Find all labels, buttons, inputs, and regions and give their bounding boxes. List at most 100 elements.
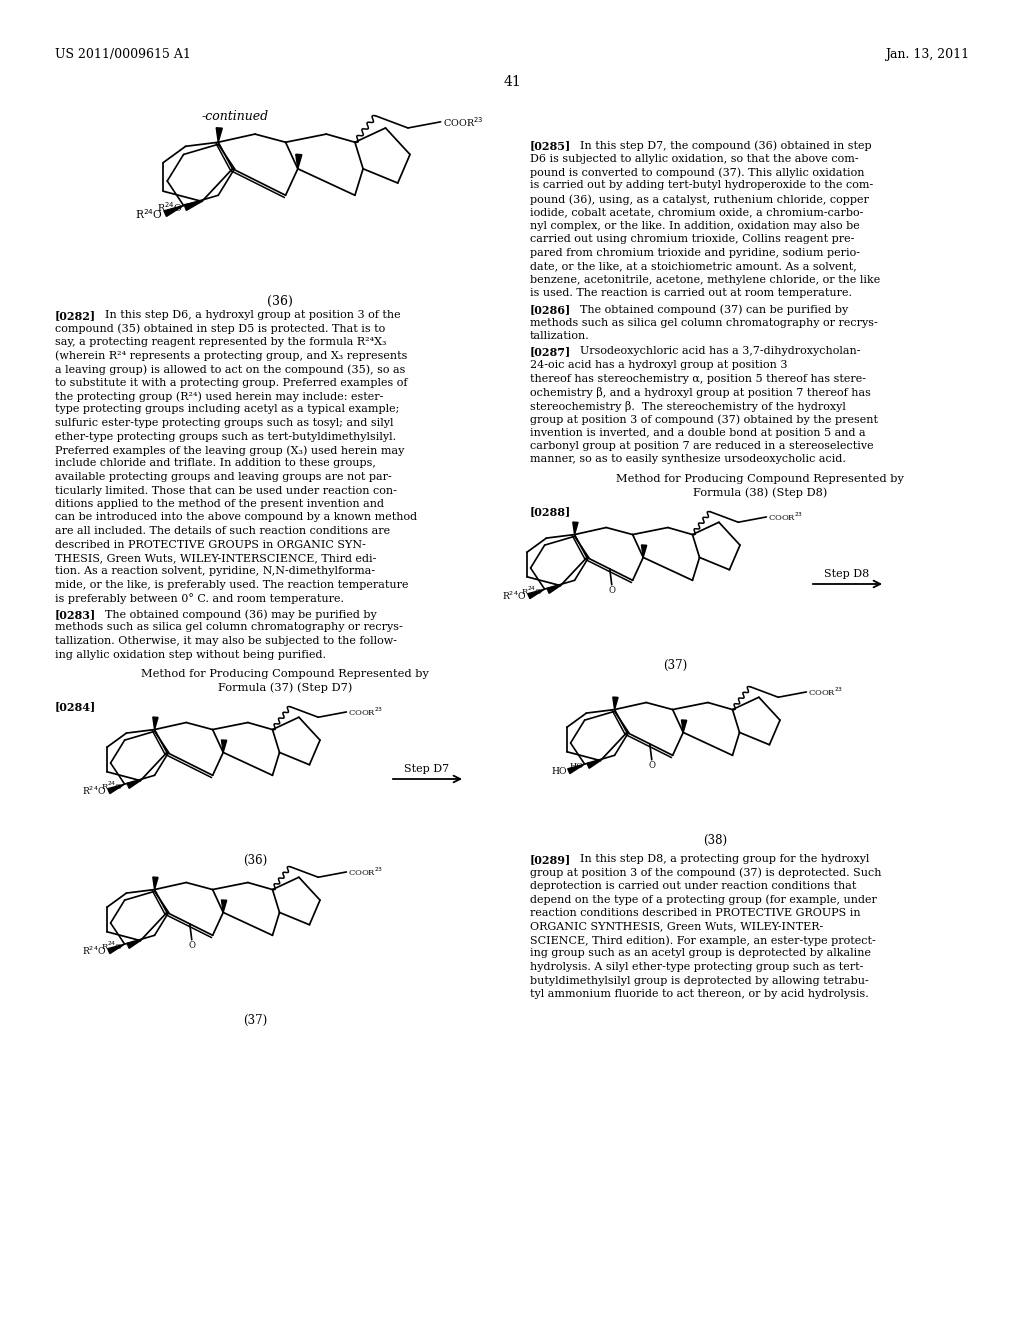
Text: Method for Producing Compound Represented by: Method for Producing Compound Represente… xyxy=(616,474,904,484)
Text: [0289]: [0289] xyxy=(530,854,571,865)
Text: In this step D6, a hydroxyl group at position 3 of the: In this step D6, a hydroxyl group at pos… xyxy=(105,310,400,319)
Text: ochemistry β, and a hydroxyl group at position 7 thereof has: ochemistry β, and a hydroxyl group at po… xyxy=(530,387,870,399)
Text: compound (35) obtained in step D5 is protected. That is to: compound (35) obtained in step D5 is pro… xyxy=(55,323,385,334)
Text: Ursodeoxychloric acid has a 3,7-dihydroxycholan-: Ursodeoxychloric acid has a 3,7-dihydrox… xyxy=(580,346,860,356)
Text: date, or the like, at a stoichiometric amount. As a solvent,: date, or the like, at a stoichiometric a… xyxy=(530,261,857,272)
Text: In this step D7, the compound (36) obtained in step: In this step D7, the compound (36) obtai… xyxy=(580,140,871,150)
Text: manner, so as to easily synthesize ursodeoxycholic acid.: manner, so as to easily synthesize ursod… xyxy=(530,454,846,465)
Text: reaction conditions described in PROTECTIVE GROUPS in: reaction conditions described in PROTECT… xyxy=(530,908,860,917)
Text: methods such as silica gel column chromatography or recrys-: methods such as silica gel column chroma… xyxy=(530,318,878,327)
Text: sulfuric ester-type protecting groups such as tosyl; and silyl: sulfuric ester-type protecting groups su… xyxy=(55,418,393,428)
Polygon shape xyxy=(164,206,183,216)
Polygon shape xyxy=(527,589,545,598)
Text: nyl complex, or the like. In addition, oxidation may also be: nyl complex, or the like. In addition, o… xyxy=(530,220,860,231)
Polygon shape xyxy=(547,586,560,593)
Text: tallization.: tallization. xyxy=(530,331,590,341)
Text: tyl ammonium fluoride to act thereon, or by acid hydrolysis.: tyl ammonium fluoride to act thereon, or… xyxy=(530,989,868,999)
Text: [0287]: [0287] xyxy=(530,346,571,358)
Text: invention is inverted, and a double bond at position 5 and a: invention is inverted, and a double bond… xyxy=(530,428,865,437)
Text: thereof has stereochemistry α, position 5 thereof has stere-: thereof has stereochemistry α, position … xyxy=(530,374,866,384)
Text: a leaving group) is allowed to act on the compound (35), so as: a leaving group) is allowed to act on th… xyxy=(55,364,406,375)
Polygon shape xyxy=(127,941,140,948)
Text: The obtained compound (37) can be purified by: The obtained compound (37) can be purifi… xyxy=(580,304,848,314)
Text: COOR$^{23}$: COOR$^{23}$ xyxy=(808,686,844,698)
Text: R$^{24}$O: R$^{24}$O xyxy=(83,945,106,957)
Text: R$^{24}$O: R$^{24}$O xyxy=(83,785,106,797)
Text: tallization. Otherwise, it may also be subjected to the follow-: tallization. Otherwise, it may also be s… xyxy=(55,636,397,645)
Text: pound (36), using, as a catalyst, ruthenium chloride, copper: pound (36), using, as a catalyst, ruthen… xyxy=(530,194,869,205)
Text: Step D8: Step D8 xyxy=(824,569,869,579)
Polygon shape xyxy=(153,717,158,730)
Text: (36): (36) xyxy=(267,294,293,308)
Polygon shape xyxy=(567,764,585,774)
Text: [0285]: [0285] xyxy=(530,140,571,150)
Text: O: O xyxy=(608,586,615,595)
Text: say, a protecting reagent represented by the formula R²⁴X₃: say, a protecting reagent represented by… xyxy=(55,337,386,347)
Text: R$^{24}$O: R$^{24}$O xyxy=(135,207,163,220)
Polygon shape xyxy=(127,780,140,788)
Text: (37): (37) xyxy=(243,1014,267,1027)
Polygon shape xyxy=(612,697,618,710)
Text: deprotection is carried out under reaction conditions that: deprotection is carried out under reacti… xyxy=(530,880,856,891)
Text: butyldimethylsilyl group is deprotected by allowing tetrabu-: butyldimethylsilyl group is deprotected … xyxy=(530,975,868,986)
Text: mide, or the like, is preferably used. The reaction temperature: mide, or the like, is preferably used. T… xyxy=(55,579,409,590)
Text: The obtained compound (36) may be purified by: The obtained compound (36) may be purifi… xyxy=(105,609,377,619)
Text: to substitute it with a protecting group. Preferred examples of: to substitute it with a protecting group… xyxy=(55,378,408,388)
Text: depend on the type of a protecting group (for example, under: depend on the type of a protecting group… xyxy=(530,895,877,906)
Text: include chloride and triflate. In addition to these groups,: include chloride and triflate. In additi… xyxy=(55,458,376,469)
Text: O: O xyxy=(648,762,655,771)
Text: ditions applied to the method of the present invention and: ditions applied to the method of the pre… xyxy=(55,499,384,510)
Text: [0283]: [0283] xyxy=(55,609,96,620)
Text: O: O xyxy=(188,941,196,950)
Text: group at position 3 of the compound (37) is deprotected. Such: group at position 3 of the compound (37)… xyxy=(530,867,882,878)
Text: D6 is subjected to allylic oxidation, so that the above com-: D6 is subjected to allylic oxidation, so… xyxy=(530,153,859,164)
Text: methods such as silica gel column chromatography or recrys-: methods such as silica gel column chroma… xyxy=(55,623,402,632)
Text: HO: HO xyxy=(569,762,584,770)
Text: [0284]: [0284] xyxy=(55,701,96,711)
Text: benzene, acetonitrile, acetone, methylene chloride, or the like: benzene, acetonitrile, acetone, methylen… xyxy=(530,275,881,285)
Text: group at position 3 of compound (37) obtained by the present: group at position 3 of compound (37) obt… xyxy=(530,414,878,425)
Text: Jan. 13, 2011: Jan. 13, 2011 xyxy=(885,48,969,61)
Text: Formula (38) (Step D8): Formula (38) (Step D8) xyxy=(693,487,827,498)
Text: [0282]: [0282] xyxy=(55,310,96,321)
Text: is used. The reaction is carried out at room temperature.: is used. The reaction is carried out at … xyxy=(530,289,852,298)
Polygon shape xyxy=(153,876,158,890)
Text: pared from chromium trioxide and pyridine, sodium perio-: pared from chromium trioxide and pyridin… xyxy=(530,248,860,257)
Text: In this step D8, a protecting group for the hydroxyl: In this step D8, a protecting group for … xyxy=(580,854,869,865)
Text: ing group such as an acetyl group is deprotected by alkaline: ing group such as an acetyl group is dep… xyxy=(530,949,871,958)
Text: ORGANIC SYNTHESIS, Green Wuts, WILEY-INTER-: ORGANIC SYNTHESIS, Green Wuts, WILEY-INT… xyxy=(530,921,823,932)
Text: is carried out by adding tert-butyl hydroperoxide to the com-: is carried out by adding tert-butyl hydr… xyxy=(530,181,873,190)
Text: R$^{24}$O: R$^{24}$O xyxy=(157,201,182,214)
Text: type protecting groups including acetyl as a typical example;: type protecting groups including acetyl … xyxy=(55,404,399,414)
Text: available protecting groups and leaving groups are not par-: available protecting groups and leaving … xyxy=(55,473,392,482)
Text: described in PROTECTIVE GROUPS in ORGANIC SYN-: described in PROTECTIVE GROUPS in ORGANI… xyxy=(55,540,366,549)
Text: COOR$^{23}$: COOR$^{23}$ xyxy=(348,866,384,878)
Text: COOR$^{23}$: COOR$^{23}$ xyxy=(442,115,483,129)
Text: HO: HO xyxy=(551,767,567,776)
Text: (37): (37) xyxy=(663,659,687,672)
Text: Step D7: Step D7 xyxy=(404,764,450,774)
Text: can be introduced into the above compound by a known method: can be introduced into the above compoun… xyxy=(55,512,417,523)
Text: (36): (36) xyxy=(243,854,267,867)
Text: Formula (37) (Step D7): Formula (37) (Step D7) xyxy=(218,682,352,693)
Polygon shape xyxy=(108,944,125,953)
Text: SCIENCE, Third edition). For example, an ester-type protect-: SCIENCE, Third edition). For example, an… xyxy=(530,935,876,945)
Polygon shape xyxy=(184,202,202,210)
Polygon shape xyxy=(641,545,647,557)
Text: COOR$^{23}$: COOR$^{23}$ xyxy=(348,706,384,718)
Text: COOR$^{23}$: COOR$^{23}$ xyxy=(768,511,804,523)
Text: is preferably between 0° C. and room temperature.: is preferably between 0° C. and room tem… xyxy=(55,594,344,605)
Text: hydrolysis. A silyl ether-type protecting group such as tert-: hydrolysis. A silyl ether-type protectin… xyxy=(530,962,863,972)
Text: ticularly limited. Those that can be used under reaction con-: ticularly limited. Those that can be use… xyxy=(55,486,397,495)
Text: stereochemistry β.  The stereochemistry of the hydroxyl: stereochemistry β. The stereochemistry o… xyxy=(530,400,846,412)
Text: [0288]: [0288] xyxy=(530,506,571,517)
Text: [0286]: [0286] xyxy=(530,304,571,315)
Polygon shape xyxy=(216,128,222,143)
Polygon shape xyxy=(221,900,226,912)
Text: pound is converted to compound (37). This allylic oxidation: pound is converted to compound (37). Thi… xyxy=(530,168,864,178)
Text: carbonyl group at position 7 are reduced in a stereoselective: carbonyl group at position 7 are reduced… xyxy=(530,441,873,451)
Text: are all included. The details of such reaction conditions are: are all included. The details of such re… xyxy=(55,525,390,536)
Polygon shape xyxy=(296,154,302,169)
Polygon shape xyxy=(587,760,600,768)
Text: -continued: -continued xyxy=(202,110,269,123)
